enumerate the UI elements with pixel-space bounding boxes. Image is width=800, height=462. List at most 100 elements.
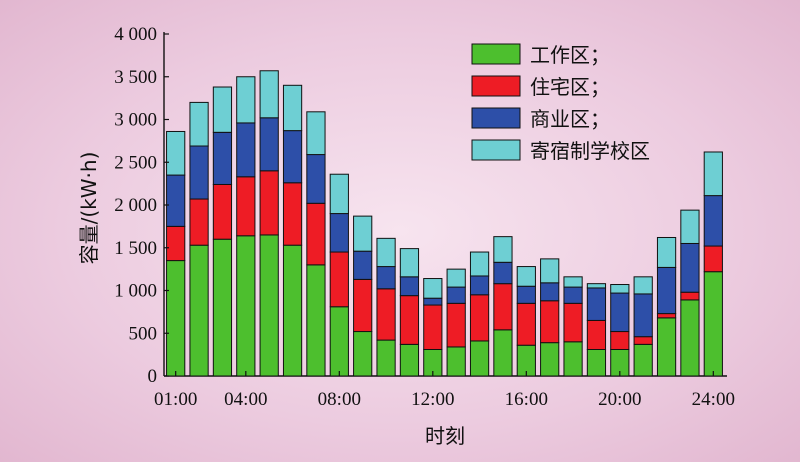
bar-segment-0600-s3 — [282, 84, 303, 132]
bar-segment-1100-s2 — [399, 276, 420, 297]
bar-segment-2300-s1 — [680, 291, 700, 301]
y-tick-label: 1 000 — [114, 281, 157, 302]
bar-segment-2000-s1 — [610, 331, 630, 350]
bar-segment-0700-s3 — [306, 111, 326, 156]
bar-segment-0900-s3 — [353, 215, 373, 252]
bar-segment-0900-s2 — [353, 250, 373, 280]
bar-segment-0100-s2 — [166, 174, 186, 227]
x-tick-label: 12:00 — [411, 389, 454, 410]
bar-segment-0400-s2 — [236, 122, 256, 178]
bar-segment-1200-s2 — [423, 297, 443, 306]
bar-segment-1200-s3 — [423, 278, 443, 299]
bar-segment-2100-s1 — [633, 336, 653, 345]
bar-segment-1600-s2 — [516, 285, 536, 304]
bar-segment-2400-s2 — [703, 195, 723, 247]
bar-segment-0500-s0 — [259, 234, 279, 377]
legend-swatch — [471, 43, 521, 65]
bar-segment-0700-s0 — [306, 264, 326, 377]
bar-segment-2400-s3 — [703, 151, 723, 197]
bar-segment-0800-s1 — [329, 251, 349, 308]
bar-segment-1600-s1 — [516, 302, 536, 346]
x-tick-label: 20:00 — [598, 389, 641, 410]
bar-segment-1400-s2 — [469, 275, 490, 296]
bar-segment-2200-s0 — [656, 317, 677, 377]
legend-label: 住宅区； — [530, 75, 610, 99]
bar-segment-0400-s3 — [236, 76, 256, 124]
legend: 工作区； 住宅区； 商业区； 寄宿制学校区 — [471, 43, 650, 163]
bar-segment-1000-s0 — [376, 339, 396, 377]
bar-segment-0600-s2 — [282, 130, 303, 184]
bar-segment-0200-s2 — [189, 145, 209, 200]
bar-segment-1500-s2 — [493, 261, 513, 285]
bar-segment-2000-s2 — [610, 292, 630, 333]
bar-segment-0200-s3 — [189, 101, 209, 147]
bar-segment-0800-s0 — [329, 306, 349, 377]
bar-segment-0300-s0 — [212, 238, 233, 377]
bar-segment-1900-s3 — [586, 283, 607, 289]
bar-segment-2000-s3 — [610, 284, 630, 294]
bar-segment-2200-s2 — [656, 266, 677, 315]
bar-segment-2300-s2 — [680, 242, 700, 293]
bar-segment-1800-s0 — [563, 341, 583, 377]
bar-segment-1900-s2 — [586, 287, 607, 321]
ticks-layer: 0 500 1 000 1 500 2 000 2 500 3 000 3 500 4 000 0… — [114, 24, 735, 410]
x-tick-label: 08:00 — [318, 389, 361, 410]
bar-segment-0800-s2 — [329, 213, 349, 253]
bar-segment-0900-s0 — [353, 331, 373, 377]
bar-segment-2100-s3 — [633, 276, 653, 295]
bar-segment-2100-s2 — [633, 293, 653, 338]
y-axis-title: 容量/(kW·h) — [77, 152, 101, 265]
bar-segment-2300-s3 — [680, 209, 700, 244]
bar-segment-0500-s3 — [259, 70, 279, 119]
bar-segment-0300-s3 — [212, 86, 233, 133]
bar-segment-0600-s0 — [282, 244, 303, 377]
bar-segment-1100-s0 — [399, 343, 420, 377]
legend-label: 寄宿制学校区 — [530, 139, 650, 163]
bar-segment-1300-s3 — [446, 268, 466, 288]
bar-segment-0700-s1 — [306, 202, 326, 266]
legend-label: 商业区； — [530, 107, 610, 131]
bar-segment-0400-s1 — [236, 176, 256, 237]
x-tick-label: 04:00 — [224, 389, 267, 410]
legend-swatch — [471, 75, 521, 97]
bar-segment-2400-s1 — [703, 245, 723, 273]
bar-segment-1200-s1 — [423, 304, 443, 350]
bar-segment-1000-s2 — [376, 266, 396, 290]
bar-segment-0500-s2 — [259, 117, 279, 172]
bar-segment-0800-s3 — [329, 173, 349, 215]
bar-segment-0100-s0 — [166, 260, 186, 377]
bar-segment-1800-s1 — [563, 302, 583, 343]
y-tick-label: 3 000 — [114, 110, 157, 131]
bar-segment-1500-s0 — [493, 329, 513, 377]
bar-segment-1800-s3 — [563, 276, 583, 288]
y-tick-label: 500 — [129, 323, 158, 344]
bar-segment-1900-s1 — [586, 319, 607, 350]
x-tick-label: 01:00 — [154, 389, 197, 410]
y-tick-label: 2 500 — [114, 152, 157, 173]
bar-segment-0100-s3 — [166, 130, 186, 176]
bar-segment-0500-s1 — [259, 170, 279, 236]
legend-swatch — [471, 139, 521, 161]
bar-segment-1800-s2 — [563, 286, 583, 304]
x-tick-label: 24:00 — [692, 389, 735, 410]
bar-segment-1500-s3 — [493, 236, 513, 263]
bar-segment-0300-s2 — [212, 131, 233, 185]
y-tick-label: 4 000 — [114, 24, 157, 45]
bar-segment-0200-s1 — [189, 198, 209, 246]
bar-segment-1500-s1 — [493, 283, 513, 331]
bar-segment-1400-s0 — [469, 340, 490, 377]
bar-segment-1700-s3 — [540, 258, 560, 284]
bar-segment-0600-s1 — [282, 182, 303, 246]
bar-segment-1300-s1 — [446, 302, 466, 348]
bar-segment-2200-s3 — [656, 236, 677, 268]
bar-segment-2200-s1 — [656, 313, 677, 319]
bar-segment-0300-s1 — [212, 183, 233, 240]
bar-segment-1300-s0 — [446, 346, 466, 377]
bar-segment-1100-s1 — [399, 295, 420, 345]
bar-segment-1300-s2 — [446, 286, 466, 304]
bar-segment-1600-s3 — [516, 266, 536, 287]
axes-layer — [163, 32, 727, 377]
bar-segment-1700-s0 — [540, 342, 560, 377]
bar-segment-2300-s0 — [680, 299, 700, 377]
